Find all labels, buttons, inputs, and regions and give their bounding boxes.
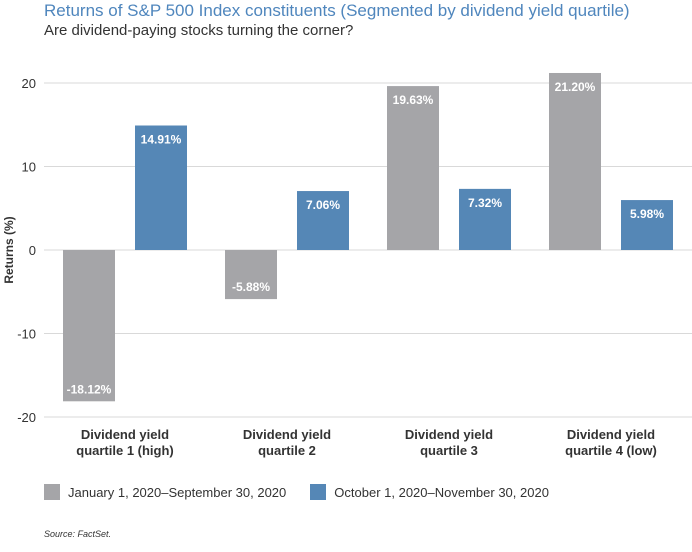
chart-subtitle: Are dividend-paying stocks turning the c…: [44, 22, 354, 39]
bar-series-2: [135, 125, 187, 250]
data-label-series-1: 21.20%: [555, 80, 596, 94]
legend-swatch-series-2: [310, 484, 327, 500]
x-category-label: quartile 1 (high): [76, 443, 174, 458]
data-label-series-2: 7.32%: [468, 196, 502, 210]
source-note: Source: FactSet.: [44, 529, 112, 539]
bar-series-1: [225, 250, 277, 300]
x-category-label: quartile 3: [420, 443, 478, 458]
data-label-series-2: 5.98%: [630, 207, 664, 221]
data-label-series-2: 7.06%: [306, 198, 340, 212]
legend: January 1, 2020–September 30, 2020 Octob…: [44, 484, 573, 500]
x-category-label: Dividend yield: [81, 427, 169, 442]
x-category-label: quartile 2: [258, 443, 316, 458]
x-category-label: Dividend yield: [405, 427, 493, 442]
legend-item-series-1: January 1, 2020–September 30, 2020: [44, 484, 286, 500]
legend-label-series-2: October 1, 2020–November 30, 2020: [334, 484, 549, 500]
y-axis-label: Returns (%): [2, 216, 16, 283]
y-tick-label: -10: [17, 327, 36, 342]
data-label-series-1: -18.12%: [67, 382, 112, 396]
data-label-series-2: 14.91%: [141, 133, 182, 147]
data-label-series-1: -5.88%: [232, 280, 270, 294]
y-tick-label: -20: [17, 410, 36, 425]
legend-item-series-2: October 1, 2020–November 30, 2020: [310, 484, 549, 500]
bar-series-1: [63, 250, 115, 402]
bar-series-2: [297, 191, 349, 250]
y-tick-label: 20: [22, 76, 36, 91]
y-tick-label: 0: [29, 243, 36, 258]
x-category-label: Dividend yield: [243, 427, 331, 442]
y-tick-label: 10: [22, 160, 36, 175]
data-label-series-1: 19.63%: [393, 93, 434, 107]
bar-series-1: [387, 86, 439, 250]
bar-series-2: [459, 188, 511, 250]
legend-swatch-series-1: [44, 484, 60, 500]
legend-label-series-1: January 1, 2020–September 30, 2020: [68, 484, 287, 500]
bar-series-2: [621, 200, 673, 250]
x-category-label: Dividend yield: [567, 427, 655, 442]
x-category-label: quartile 4 (low): [565, 443, 657, 458]
bar-series-1: [549, 72, 601, 250]
chart-title: Returns of S&P 500 Index constituents (S…: [44, 1, 630, 20]
bar-chart: -20 -10 0 10 20 Returns (%) -18.12% 14.91% Divid…: [2, 72, 692, 458]
